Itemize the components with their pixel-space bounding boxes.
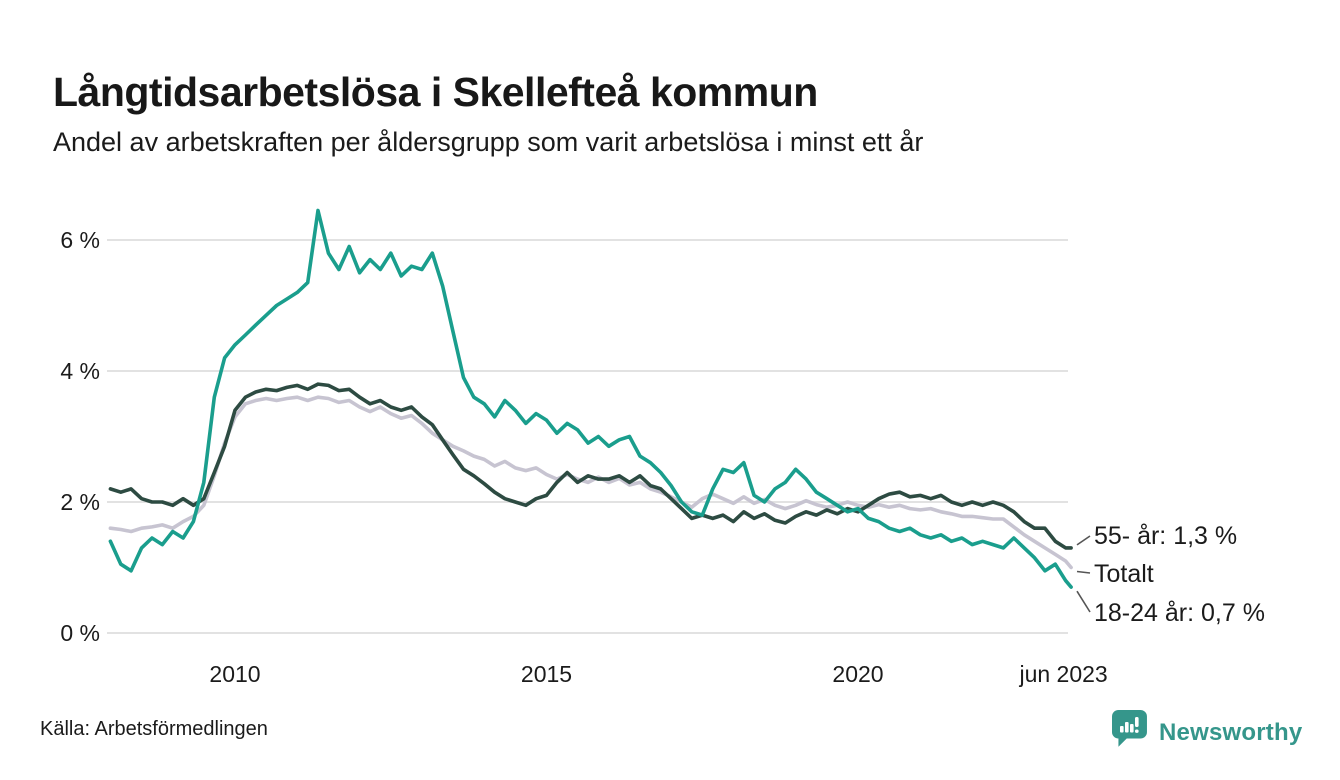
y-tick-label: 4 %	[60, 358, 100, 384]
x-tick-label: 2015	[520, 661, 573, 687]
y-axis: 6 % 4 % 2 % 0 %	[30, 0, 100, 780]
newsworthy-logo[interactable]: Newsworthy	[1112, 710, 1302, 755]
y-tick-label: 6 %	[60, 227, 100, 253]
series-line-totalt	[108, 395, 1073, 570]
y-tick-label: 0 %	[60, 620, 100, 646]
x-tick-label: jun 2023	[1019, 661, 1108, 687]
x-tick-label: 2010	[209, 661, 261, 687]
y-tick-label: 2 %	[60, 489, 100, 515]
series-line-18-24	[108, 208, 1073, 589]
x-axis: 2010 2015 2020 jun 2023	[0, 661, 1340, 691]
annotation-connector	[1076, 590, 1091, 613]
annotation-connector	[1076, 535, 1091, 546]
series-end-label-18-24: 18-24 år: 0,7 %	[1094, 599, 1265, 627]
x-tick-label: 2020	[832, 661, 884, 687]
annotation-connector	[1076, 570, 1091, 574]
chart-subtitle: Andel av arbetskraften per åldersgrupp s…	[53, 127, 924, 157]
series-line-55	[108, 382, 1073, 550]
chart-title: Långtidsarbetslösa i Skellefteå kommun	[53, 69, 818, 116]
series-end-label-totalt: Totalt	[1094, 560, 1154, 588]
series-end-label-55: 55- år: 1,3 %	[1094, 522, 1238, 550]
newsworthy-logo-text: Newsworthy	[1159, 718, 1303, 746]
newsworthy-logo-icon	[1112, 710, 1150, 755]
source-note: Källa: Arbetsförmedlingen	[40, 718, 268, 740]
